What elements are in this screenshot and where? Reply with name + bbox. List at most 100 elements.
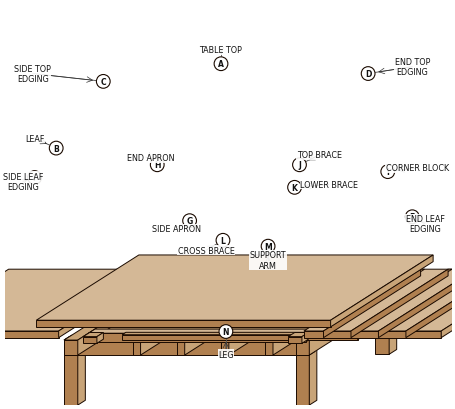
Polygon shape [64, 340, 78, 405]
Polygon shape [153, 288, 378, 292]
Polygon shape [107, 330, 325, 335]
Text: SIDE TOP
EDGING: SIDE TOP EDGING [14, 65, 51, 84]
Text: D: D [365, 70, 371, 79]
Polygon shape [265, 287, 359, 342]
Polygon shape [441, 270, 455, 338]
Polygon shape [64, 340, 309, 355]
Polygon shape [59, 270, 156, 338]
Polygon shape [64, 285, 164, 340]
Text: I: I [386, 168, 389, 177]
Polygon shape [351, 270, 452, 331]
Polygon shape [371, 289, 378, 300]
Polygon shape [357, 293, 371, 300]
Polygon shape [0, 331, 59, 338]
Circle shape [405, 210, 419, 224]
Polygon shape [36, 255, 433, 320]
Polygon shape [352, 310, 357, 317]
Polygon shape [83, 333, 103, 337]
Text: SIDE LEAF
EDGING: SIDE LEAF EDGING [3, 172, 43, 192]
Polygon shape [406, 302, 410, 309]
Polygon shape [331, 255, 433, 327]
Polygon shape [265, 342, 273, 355]
Circle shape [183, 214, 197, 228]
Polygon shape [358, 333, 361, 340]
Polygon shape [152, 293, 166, 300]
Circle shape [216, 234, 230, 247]
Polygon shape [389, 285, 397, 355]
Polygon shape [36, 320, 331, 327]
Text: SUPPORT
ARM: SUPPORT ARM [250, 251, 286, 270]
Polygon shape [296, 340, 309, 355]
Text: H: H [154, 161, 161, 170]
Polygon shape [371, 288, 378, 301]
Text: END LEAF
EDGING: END LEAF EDGING [405, 214, 445, 234]
Text: END APRON: END APRON [126, 154, 174, 163]
Circle shape [293, 159, 306, 172]
Polygon shape [379, 270, 455, 331]
Polygon shape [296, 335, 317, 340]
Polygon shape [64, 335, 86, 340]
Polygon shape [389, 286, 394, 305]
Polygon shape [229, 287, 315, 355]
Polygon shape [296, 340, 309, 405]
Polygon shape [324, 270, 425, 331]
Polygon shape [309, 285, 395, 355]
Polygon shape [304, 331, 441, 338]
Text: L: L [221, 236, 225, 245]
Polygon shape [221, 342, 229, 355]
Polygon shape [177, 342, 185, 355]
Text: TABLE TOP: TABLE TOP [200, 46, 243, 55]
Polygon shape [406, 270, 455, 338]
Polygon shape [0, 270, 156, 331]
Polygon shape [133, 342, 141, 355]
Polygon shape [78, 335, 86, 405]
Polygon shape [64, 337, 315, 340]
Text: G: G [187, 217, 193, 226]
Polygon shape [144, 290, 389, 305]
Text: C: C [101, 78, 106, 87]
Polygon shape [185, 287, 271, 355]
Polygon shape [78, 285, 164, 355]
Polygon shape [324, 270, 420, 338]
Text: CORNER BLOCK: CORNER BLOCK [386, 164, 449, 173]
Polygon shape [152, 289, 172, 293]
Polygon shape [144, 290, 157, 355]
Text: CROSS BRACE: CROSS BRACE [178, 246, 235, 255]
Polygon shape [171, 302, 410, 304]
Text: M: M [264, 242, 272, 251]
Polygon shape [122, 335, 358, 340]
Text: TOP BRACE: TOP BRACE [297, 151, 342, 160]
Polygon shape [375, 285, 397, 290]
Polygon shape [89, 333, 306, 342]
Polygon shape [144, 285, 165, 290]
Circle shape [261, 240, 275, 254]
Polygon shape [134, 312, 352, 317]
Polygon shape [288, 337, 302, 344]
Text: SIDE APRON: SIDE APRON [152, 225, 202, 234]
Polygon shape [83, 337, 97, 344]
Polygon shape [221, 287, 315, 342]
Circle shape [214, 58, 228, 72]
Polygon shape [273, 287, 359, 355]
Polygon shape [288, 333, 308, 337]
Text: N: N [222, 327, 229, 336]
Circle shape [150, 159, 164, 172]
Polygon shape [351, 270, 448, 338]
Text: LOWER BRACE: LOWER BRACE [300, 180, 358, 189]
Text: K: K [292, 183, 298, 192]
Polygon shape [107, 327, 329, 330]
Polygon shape [302, 333, 308, 344]
Polygon shape [153, 292, 371, 301]
Polygon shape [304, 270, 455, 331]
Polygon shape [133, 287, 227, 342]
Circle shape [49, 142, 63, 155]
Polygon shape [141, 287, 227, 355]
Polygon shape [309, 337, 315, 355]
Circle shape [96, 75, 110, 89]
Circle shape [28, 171, 41, 185]
Text: END TOP
EDGING: END TOP EDGING [394, 58, 430, 77]
Text: B: B [53, 144, 59, 153]
Circle shape [381, 165, 394, 179]
Polygon shape [166, 289, 172, 300]
Polygon shape [296, 285, 395, 340]
